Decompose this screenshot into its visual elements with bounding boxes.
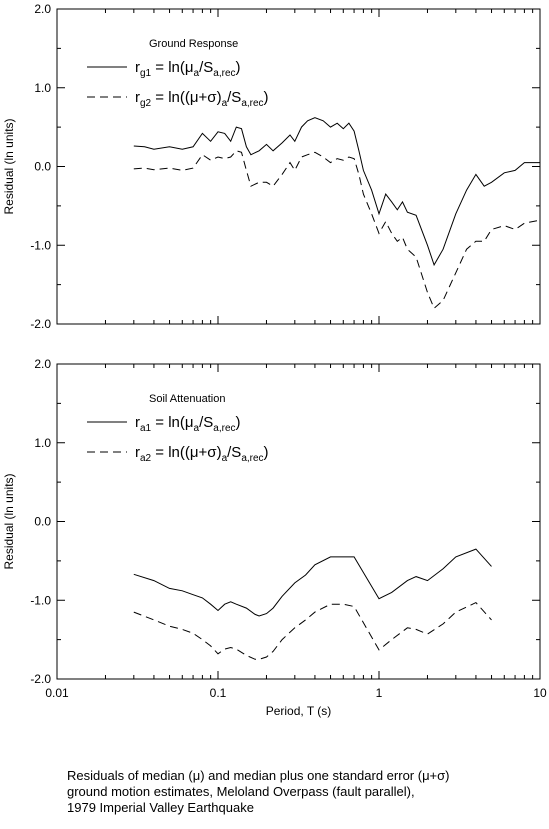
legend-text: /S	[199, 59, 213, 76]
series-line-1	[133, 117, 540, 267]
legend-text: )	[236, 414, 241, 431]
legend-subscript: a,rec	[213, 68, 235, 79]
legend-text: )	[264, 444, 269, 461]
y-tick-label: 0.0	[34, 160, 51, 174]
series-line-2	[133, 150, 541, 310]
figure-caption: Residuals of median (μ) and median plus …	[67, 768, 450, 815]
legend-subscript: a,rec	[213, 423, 235, 434]
legend-subscript: g1	[140, 68, 152, 79]
y-axis-label: Residual (ln units)	[2, 118, 16, 214]
legend-text: μ+σ	[190, 444, 217, 461]
legend-text: )	[217, 444, 222, 461]
legend-text: r	[135, 89, 140, 106]
plot-frame	[56, 8, 541, 325]
x-axis-label: Period, T (s)	[266, 704, 332, 718]
legend-text: μ+σ	[190, 89, 217, 106]
legend-label-1: ra1 = ln(μa/Sa,rec)	[135, 414, 241, 434]
legend-subscript: a1	[140, 423, 152, 434]
chart-panel-1: 2.0 1.0 0.0 -1.0 -2.0 Residual (ln units) Grou…	[2, 2, 541, 331]
legend-text: )	[236, 59, 241, 76]
legend-text: μ	[185, 414, 194, 431]
legend-subscript: a	[194, 68, 200, 79]
legend-subscript: a	[222, 98, 228, 109]
legend-text: μ	[185, 59, 194, 76]
legend-text: r	[135, 444, 140, 461]
x-tick-label: 1	[376, 686, 383, 700]
legend-text: = ln(	[151, 59, 185, 76]
legend-text: = ln(	[151, 414, 185, 431]
figure: 2.0 1.0 0.0 -1.0 -2.0 Residual (ln units) Grou…	[2, 2, 547, 718]
legend-subscript: a2	[140, 453, 152, 464]
x-tick-label: 0.01	[45, 686, 69, 700]
legend-label-1: rg1 = ln(μa/Sa,rec)	[135, 59, 241, 79]
plot-frame	[56, 363, 541, 680]
legend-text: )	[264, 89, 269, 106]
x-tick-label: 10	[533, 686, 547, 700]
y-tick-label: 1.0	[34, 81, 51, 95]
legend-subscript: a,rec	[241, 98, 263, 109]
y-tick-label: -2.0	[30, 672, 51, 686]
legend-text: = ln((	[151, 89, 190, 106]
chart-panel-2: 2.0 1.0 0.0 -1.0 -2.00.01 0.1 1 10 Residual (ln …	[2, 357, 547, 718]
legend-text: )	[217, 89, 222, 106]
legend-text: r	[135, 59, 140, 76]
y-tick-label: -1.0	[30, 238, 51, 252]
legend-text: r	[135, 414, 140, 431]
legend-text: /S	[227, 89, 241, 106]
legend-text: /S	[227, 444, 241, 461]
y-tick-label: -1.0	[30, 593, 51, 607]
legend-text: /S	[199, 414, 213, 431]
legend-subscript: a	[194, 423, 200, 434]
y-tick-label: 2.0	[34, 357, 51, 371]
y-tick-label: 2.0	[34, 2, 51, 16]
y-tick-label: 1.0	[34, 436, 51, 450]
legend-subscript: g2	[140, 98, 152, 109]
legend-subscript: a	[222, 453, 228, 464]
y-tick-label: 0.0	[34, 515, 51, 529]
panel-annotation: Soil Attenuation	[149, 393, 225, 405]
legend-subscript: a,rec	[241, 453, 263, 464]
series-line-2	[133, 601, 492, 660]
y-tick-label: -2.0	[30, 317, 51, 331]
panel-annotation: Ground Response	[149, 38, 238, 50]
series-line-1	[133, 548, 492, 617]
x-tick-label: 0.1	[210, 686, 227, 700]
legend-text: = ln((	[151, 444, 190, 461]
legend-label-2: ra2 = ln((μ+σ)a/Sa,rec)	[135, 444, 269, 464]
y-axis-label: Residual (ln units)	[2, 473, 16, 569]
legend-label-2: rg2 = ln((μ+σ)a/Sa,rec)	[135, 89, 269, 109]
